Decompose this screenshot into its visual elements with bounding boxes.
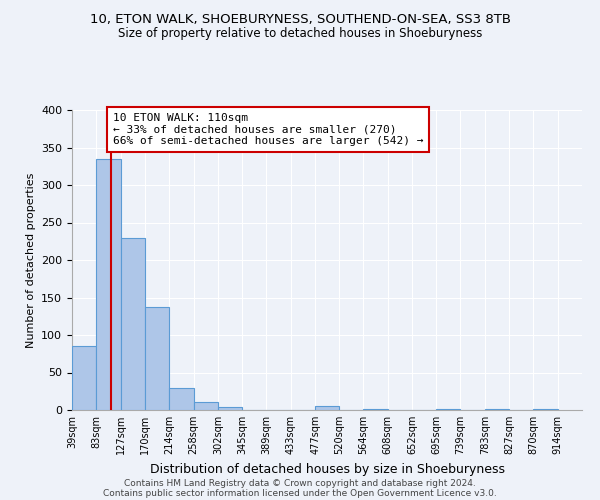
Bar — [364, 409, 388, 410]
Y-axis label: Number of detached properties: Number of detached properties — [26, 172, 35, 348]
Bar — [169, 388, 194, 410]
Text: 10 ETON WALK: 110sqm
← 33% of detached houses are smaller (270)
66% of semi-deta: 10 ETON WALK: 110sqm ← 33% of detached h… — [113, 113, 424, 146]
Bar — [218, 407, 242, 410]
Text: Contains public sector information licensed under the Open Government Licence v3: Contains public sector information licen… — [103, 488, 497, 498]
X-axis label: Distribution of detached houses by size in Shoeburyness: Distribution of detached houses by size … — [149, 462, 505, 475]
Text: Contains HM Land Registry data © Crown copyright and database right 2024.: Contains HM Land Registry data © Crown c… — [124, 478, 476, 488]
Bar — [485, 408, 509, 410]
Bar — [533, 409, 557, 410]
Bar — [72, 346, 97, 410]
Bar — [315, 406, 340, 410]
Bar — [145, 307, 169, 410]
Bar — [121, 238, 145, 410]
Bar — [97, 159, 121, 410]
Text: 10, ETON WALK, SHOEBURYNESS, SOUTHEND-ON-SEA, SS3 8TB: 10, ETON WALK, SHOEBURYNESS, SOUTHEND-ON… — [89, 12, 511, 26]
Bar — [436, 409, 460, 410]
Text: Size of property relative to detached houses in Shoeburyness: Size of property relative to detached ho… — [118, 28, 482, 40]
Bar — [194, 402, 218, 410]
